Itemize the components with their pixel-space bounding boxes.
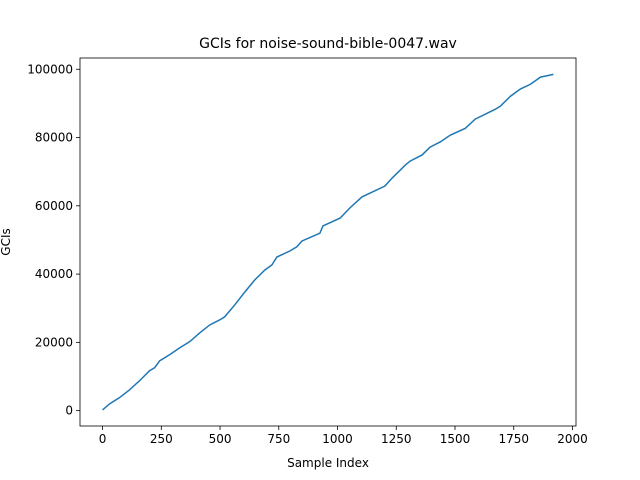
y-tick-label: 0 <box>65 404 73 418</box>
data-line <box>102 73 554 411</box>
x-tick-label: 1500 <box>440 432 471 446</box>
x-tick-label: 250 <box>150 432 173 446</box>
x-tick-label: 500 <box>209 432 232 446</box>
chart-title: GCIs for noise-sound-bible-0047.wav <box>199 36 457 52</box>
plot-frame <box>79 57 577 427</box>
y-tick-label: 40000 <box>35 267 73 281</box>
y-tick-label: 100000 <box>27 62 73 76</box>
x-tick-label: 0 <box>99 432 107 446</box>
y-axis-label: GCIs <box>0 228 13 255</box>
x-tick-label: 1250 <box>381 432 412 446</box>
y-tick-label: 80000 <box>35 131 73 145</box>
x-tick-label: 1750 <box>498 432 529 446</box>
y-tick-label: 60000 <box>35 199 73 213</box>
x-tick-label: 1000 <box>322 432 353 446</box>
x-axis-label: Sample Index <box>287 456 369 470</box>
x-tick-label: 2000 <box>557 432 588 446</box>
x-tick-label: 750 <box>267 432 290 446</box>
y-tick-label: 20000 <box>35 335 73 349</box>
